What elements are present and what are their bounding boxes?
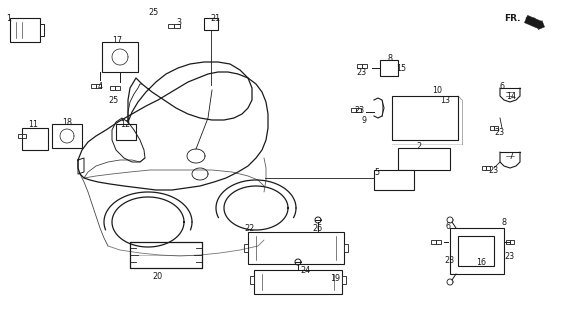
Bar (96, 84, 101, 88)
Bar (380, 60, 398, 76)
Bar (52, 124, 82, 148)
Text: 8: 8 (502, 218, 507, 227)
Text: 9: 9 (362, 116, 367, 125)
Bar (174, 24, 180, 28)
Bar (254, 270, 342, 294)
Bar (490, 126, 494, 130)
Text: 19: 19 (330, 274, 340, 283)
Text: 14: 14 (506, 92, 516, 101)
Bar (168, 24, 174, 28)
Bar (362, 64, 367, 68)
Bar (18, 134, 22, 138)
FancyArrow shape (524, 15, 545, 29)
Text: 23: 23 (504, 252, 514, 261)
Text: 13: 13 (440, 96, 450, 105)
Text: 24: 24 (300, 266, 310, 275)
Bar (342, 276, 346, 284)
Bar (398, 148, 450, 170)
Text: 2: 2 (416, 142, 421, 151)
Bar (110, 86, 115, 90)
Bar (510, 240, 514, 244)
Bar (458, 236, 494, 266)
Text: 4: 4 (98, 82, 103, 91)
Text: 5: 5 (374, 168, 379, 177)
Text: 26: 26 (312, 224, 322, 233)
Text: 23: 23 (354, 106, 364, 115)
Text: 6: 6 (500, 82, 505, 91)
Bar (10, 18, 40, 42)
Text: FR.: FR. (504, 14, 520, 23)
Bar (102, 42, 138, 72)
Bar (356, 108, 361, 112)
Text: 20: 20 (152, 272, 162, 281)
Bar (22, 134, 26, 138)
Text: 15: 15 (396, 64, 406, 73)
Text: 18: 18 (62, 118, 72, 127)
Bar (351, 108, 356, 112)
Bar (244, 244, 248, 252)
Bar (91, 84, 96, 88)
Bar (450, 228, 504, 274)
Bar (482, 166, 486, 170)
Bar (374, 170, 414, 190)
Bar (344, 244, 348, 252)
Text: 10: 10 (432, 86, 442, 95)
Text: 23: 23 (488, 166, 498, 175)
Text: 6: 6 (446, 222, 451, 231)
Bar (22, 128, 48, 150)
Bar (392, 96, 458, 140)
Text: 1: 1 (6, 14, 11, 23)
Bar (115, 86, 120, 90)
Text: 17: 17 (112, 36, 122, 45)
Text: 7: 7 (508, 152, 513, 161)
Bar (506, 240, 510, 244)
Text: 11: 11 (28, 120, 38, 129)
Bar (40, 24, 44, 36)
Bar (494, 126, 498, 130)
Bar (116, 124, 136, 140)
Text: 23: 23 (444, 256, 454, 265)
Bar (436, 240, 441, 244)
Bar (357, 64, 362, 68)
Text: 21: 21 (210, 14, 220, 23)
Bar (250, 276, 254, 284)
Bar (486, 166, 490, 170)
Text: 12: 12 (120, 120, 130, 129)
Text: 23: 23 (494, 128, 504, 137)
Text: 25: 25 (148, 8, 158, 17)
Bar (204, 18, 218, 30)
Bar (248, 232, 344, 264)
Text: 25: 25 (108, 96, 118, 105)
Text: 22: 22 (244, 224, 254, 233)
Text: 3: 3 (176, 18, 181, 27)
Bar (431, 240, 436, 244)
Text: 16: 16 (476, 258, 486, 267)
Text: 23: 23 (356, 68, 366, 77)
Text: 8: 8 (388, 54, 393, 63)
